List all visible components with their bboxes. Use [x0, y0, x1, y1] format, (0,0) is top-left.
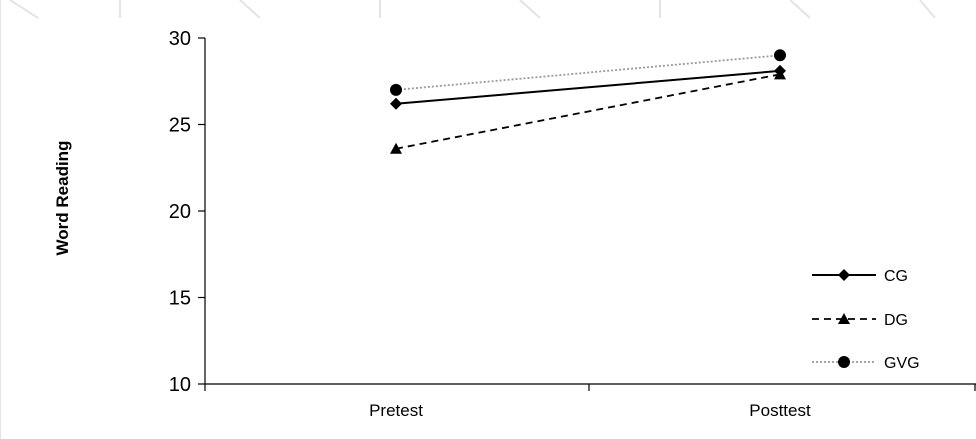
data-point-cg — [774, 64, 786, 77]
legend-item-cg: CG — [812, 268, 908, 285]
legend: CG DG GVG — [812, 268, 920, 372]
y-tick-label: 30 — [169, 28, 191, 50]
legend-item-gvg: GVG — [812, 355, 920, 372]
series-layer — [390, 49, 786, 154]
legend-marker — [838, 356, 850, 368]
series-gvg — [390, 49, 786, 96]
data-point-dg — [390, 142, 402, 154]
legend-marker — [838, 313, 850, 324]
legend-item-dg: DG — [812, 312, 908, 329]
background-decoration — [9, 0, 936, 19]
series-line-dg — [395, 73, 781, 150]
x-ticks: Pretest Posttest — [204, 384, 976, 420]
x-tick-label: Posttest — [749, 401, 811, 420]
data-point-cg — [390, 97, 402, 110]
data-point-gvg — [774, 49, 786, 62]
y-tick-label: 20 — [169, 201, 191, 223]
legend-label: DG — [884, 312, 908, 329]
legend-marker — [838, 269, 850, 281]
x-tick-label: Pretest — [369, 401, 423, 420]
legend-label: GVG — [884, 355, 920, 372]
y-ticks: 10 15 20 25 30 — [169, 28, 205, 396]
y-axis-title: Word Reading — [53, 141, 72, 256]
series-line-gvg — [395, 54, 781, 91]
y-tick-label: 25 — [169, 115, 191, 137]
y-tick-label: 15 — [169, 288, 191, 310]
series-cg — [390, 64, 786, 110]
series-line-cg — [395, 69, 781, 105]
y-tick-label: 10 — [169, 374, 191, 396]
data-point-gvg — [390, 83, 402, 96]
legend-label: CG — [884, 268, 908, 285]
series-dg — [390, 68, 786, 154]
